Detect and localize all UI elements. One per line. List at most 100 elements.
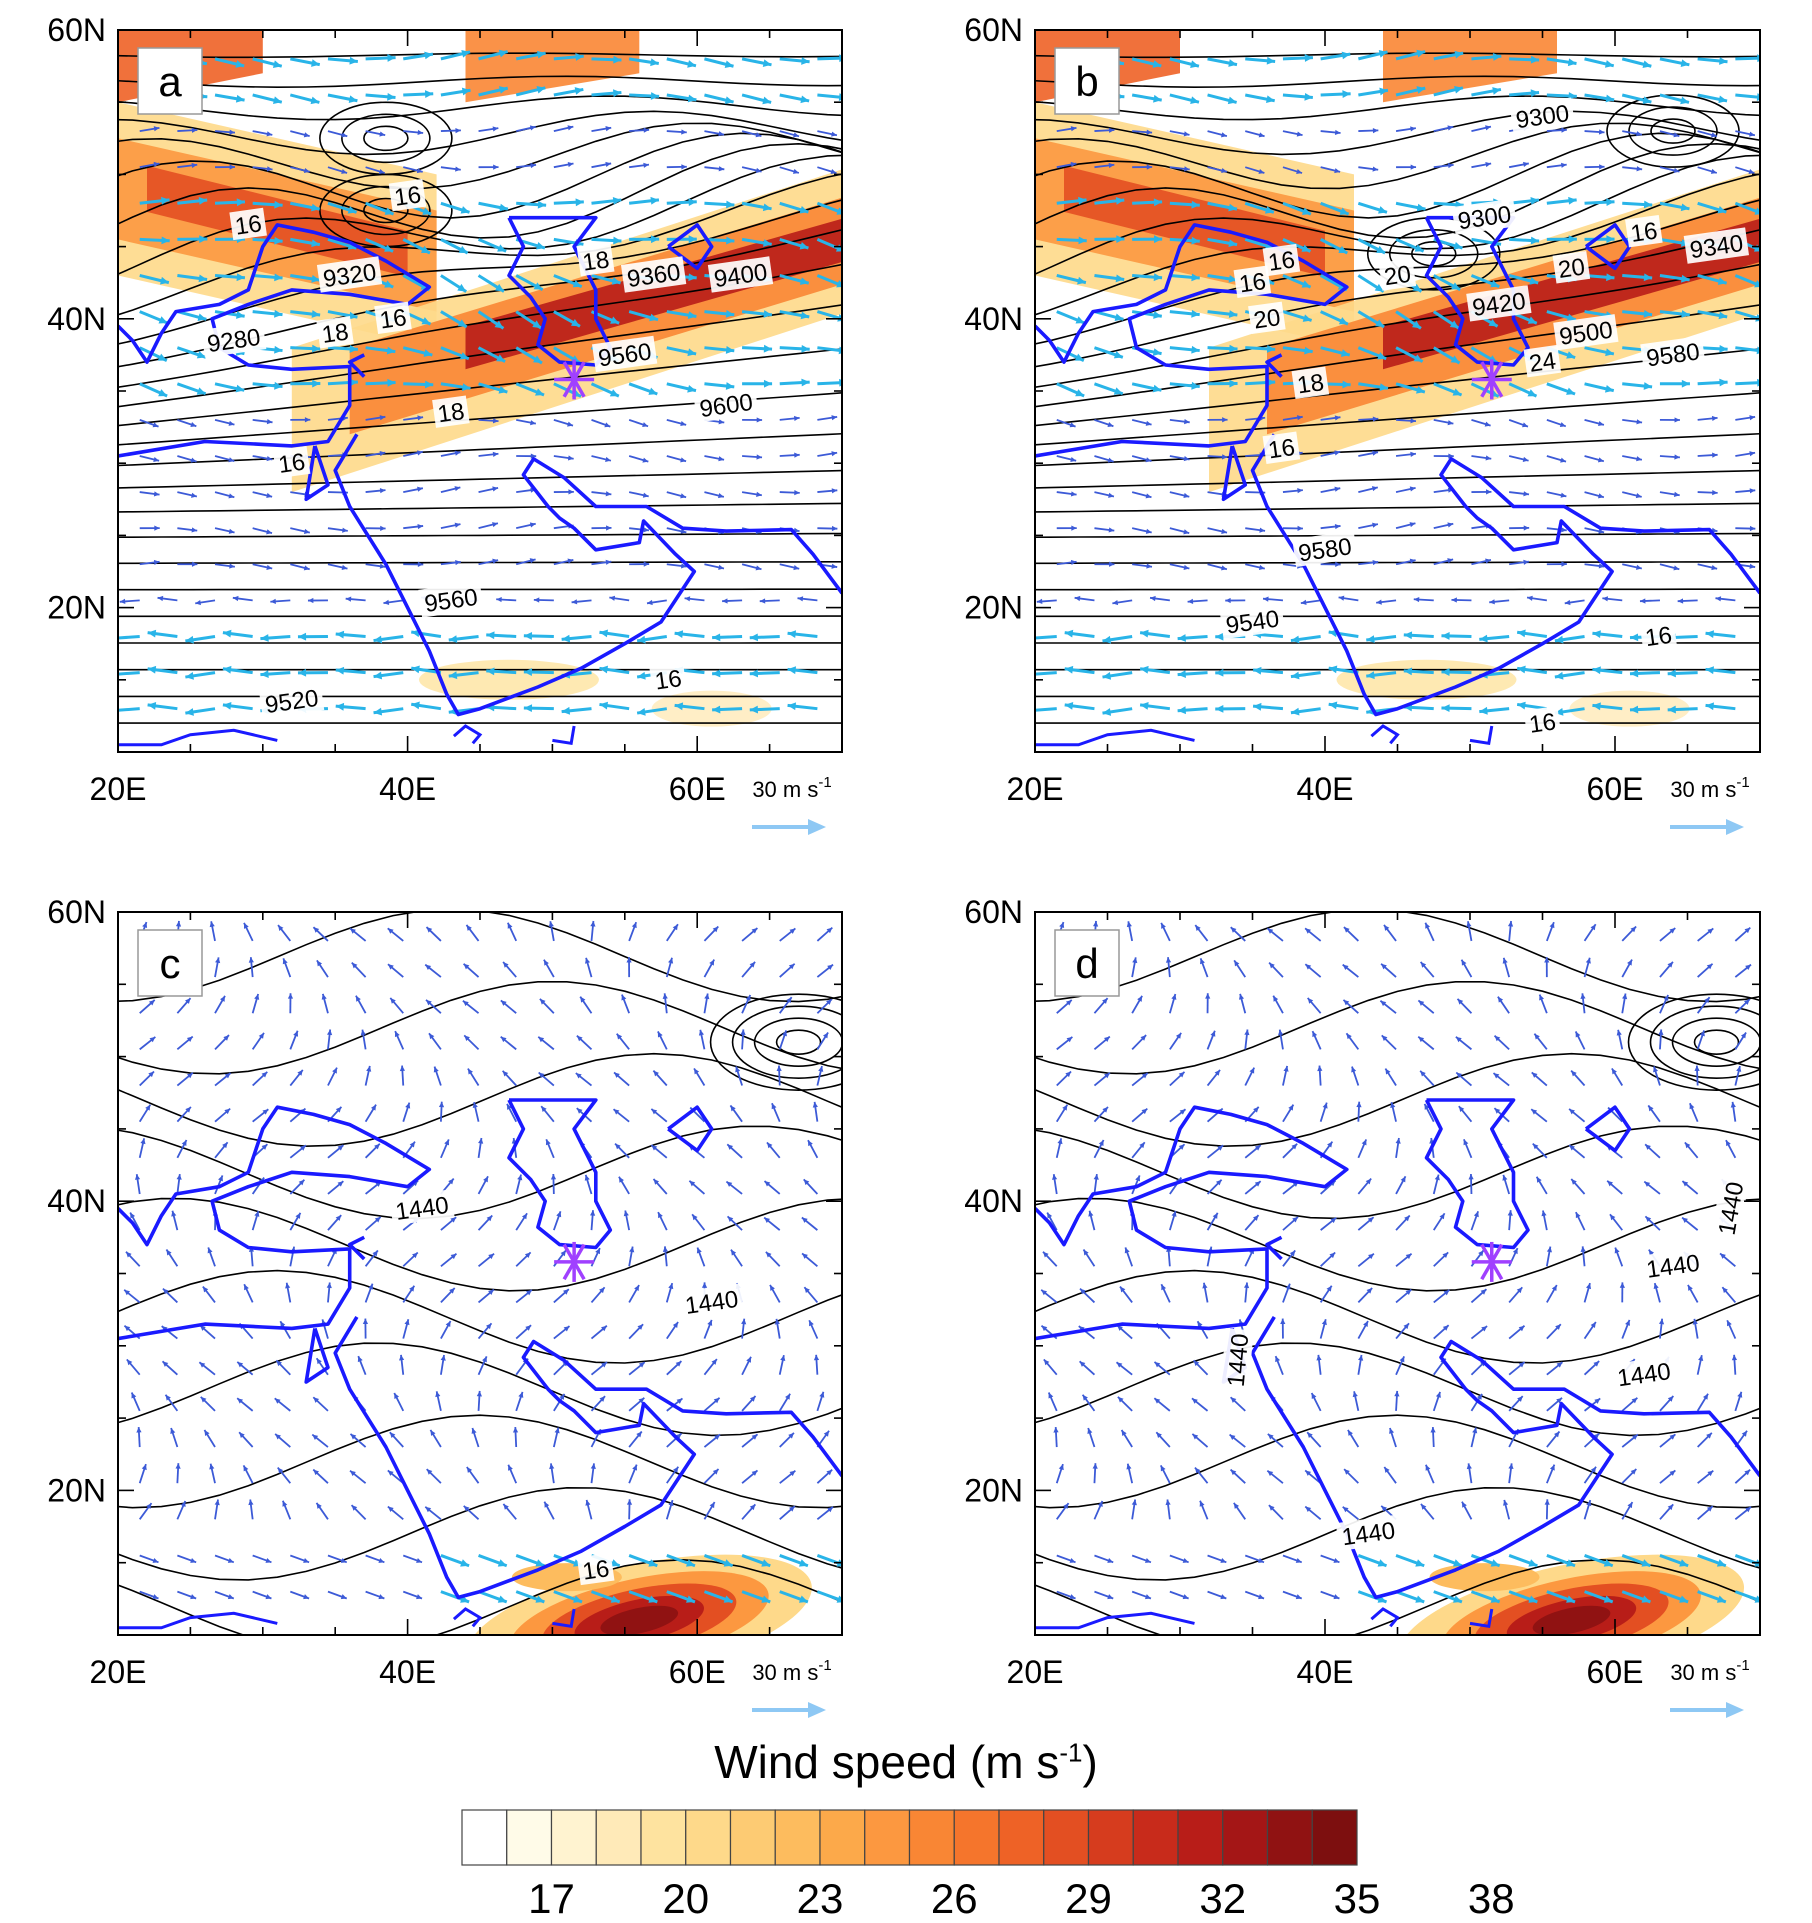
wind-vector-head [675,1361,682,1367]
x-tick-label: 20E [1007,1654,1064,1690]
wind-vector-head [1305,928,1311,934]
wind-vector-head [200,1396,207,1403]
coastline [1469,725,1494,746]
wind-vector-head [831,131,837,137]
wind-vector-head [1449,320,1459,329]
contour-label: 16 [374,301,412,335]
wind-vector-head [266,564,273,570]
wind-vector-head [1630,926,1637,933]
wind-vector-head [1083,1249,1089,1256]
wind-vector-head [718,564,725,570]
wind-vector-head [1425,1464,1431,1471]
contour-label-text: 16 [277,448,307,478]
wind-vector-head [1569,1108,1575,1115]
y-tick-label: 40N [47,301,106,337]
wind-vector-head [1466,921,1472,928]
wind-vector-head [1290,635,1300,644]
wind-vector-head [461,87,471,96]
wind-vector-head [244,922,249,929]
wind-vector-head [1453,241,1463,250]
wind-vector-head [1586,1283,1592,1290]
wind-vector [1735,346,1760,353]
wind-vector-head [160,276,169,285]
colorbar-swatch [1177,1809,1224,1866]
wind-vector-head [1642,60,1652,69]
contour-label-text: 16 [1266,434,1296,464]
wind-vector-head [567,161,574,168]
wind-vector-head [611,277,621,285]
wind-vector-head [590,1210,596,1216]
wind-vector-head [1636,456,1642,462]
wind-vector-head [643,527,650,533]
wind-vector-head [191,561,198,567]
wind-vector-head [472,1102,478,1109]
contour-label-text: 16 [653,665,683,695]
wind-vector-head [1409,522,1416,528]
wind-vector-head [1301,280,1311,288]
wind-vector-head [313,927,320,933]
wind-vector-head [387,54,396,62]
wind-vector-head [1290,707,1300,716]
wind-vector-head [512,1427,519,1433]
wind-vector-head [568,489,574,495]
wind-vector-head [170,1428,176,1434]
wind-vector-head [497,1559,507,1567]
wind-vector-head [570,318,580,327]
contour-label: 20 [1248,301,1286,335]
wind-vector-head [1630,1468,1637,1475]
wind-vector-head [191,162,198,168]
wind-vector-head [175,920,182,927]
wind-vector-head [648,1559,658,1567]
wind-vector-head [1669,928,1676,934]
wind-vector-head [1102,998,1108,1004]
wind-vector-head [1585,957,1591,964]
wind-vector-head [800,95,810,104]
wind-vector-head [1227,96,1237,105]
wind-vector-head [1481,1326,1488,1332]
wind-vector-head [1559,422,1566,428]
wind-vector-head [1317,1065,1323,1072]
wind-vector-head [692,1214,698,1221]
wind-vector-head [464,1035,470,1042]
wind-vector-head [1745,964,1751,971]
contour-label-text: 20 [1556,254,1586,284]
wind-vector-head [1087,1428,1093,1434]
wind-vector-head [148,1071,155,1078]
wind-vector-head [1153,198,1163,207]
wind-vector-head [800,311,810,320]
wind-vector-head [1441,632,1450,640]
wind-vector-head [726,1181,733,1187]
wind-vector-head [1297,525,1303,531]
coastline [304,445,330,502]
wind-vector-head [1560,457,1567,463]
colorbar-tick-label: 29 [1065,1875,1112,1922]
wind-vector-head [1316,1354,1322,1361]
wind-vector-head [1555,1324,1561,1330]
wind-vector-head [698,1029,704,1036]
wind-vector-head [572,279,582,288]
jet-shading [1569,690,1690,727]
wind-vector-head [1117,1325,1123,1331]
wind-vector-head [176,1174,182,1180]
wind-vector-head [307,597,314,604]
wind-vector-head [1183,456,1190,462]
wind-vector-head [1497,996,1504,1003]
wind-vector-head [1667,1504,1674,1511]
wind-vector-head [1221,454,1228,460]
wind-vector-head [266,166,273,172]
wind-vector [1735,93,1760,99]
wind-vector-head [1069,1558,1076,1563]
wind-vector-head [287,993,294,999]
wind-vector-head [781,1030,787,1037]
wind-vector-head [1403,1323,1409,1330]
wind-vector-head [707,1319,713,1326]
wind-vector-head [421,317,431,325]
wind-vector-head [626,1499,633,1505]
wind-vector-head [1145,457,1152,463]
wind-vector-head [463,1505,470,1512]
wind-vector-head [378,168,385,174]
wind-vector-head [567,125,574,131]
wind-vector-head [1719,344,1728,353]
wind-vector-head [372,1250,378,1257]
